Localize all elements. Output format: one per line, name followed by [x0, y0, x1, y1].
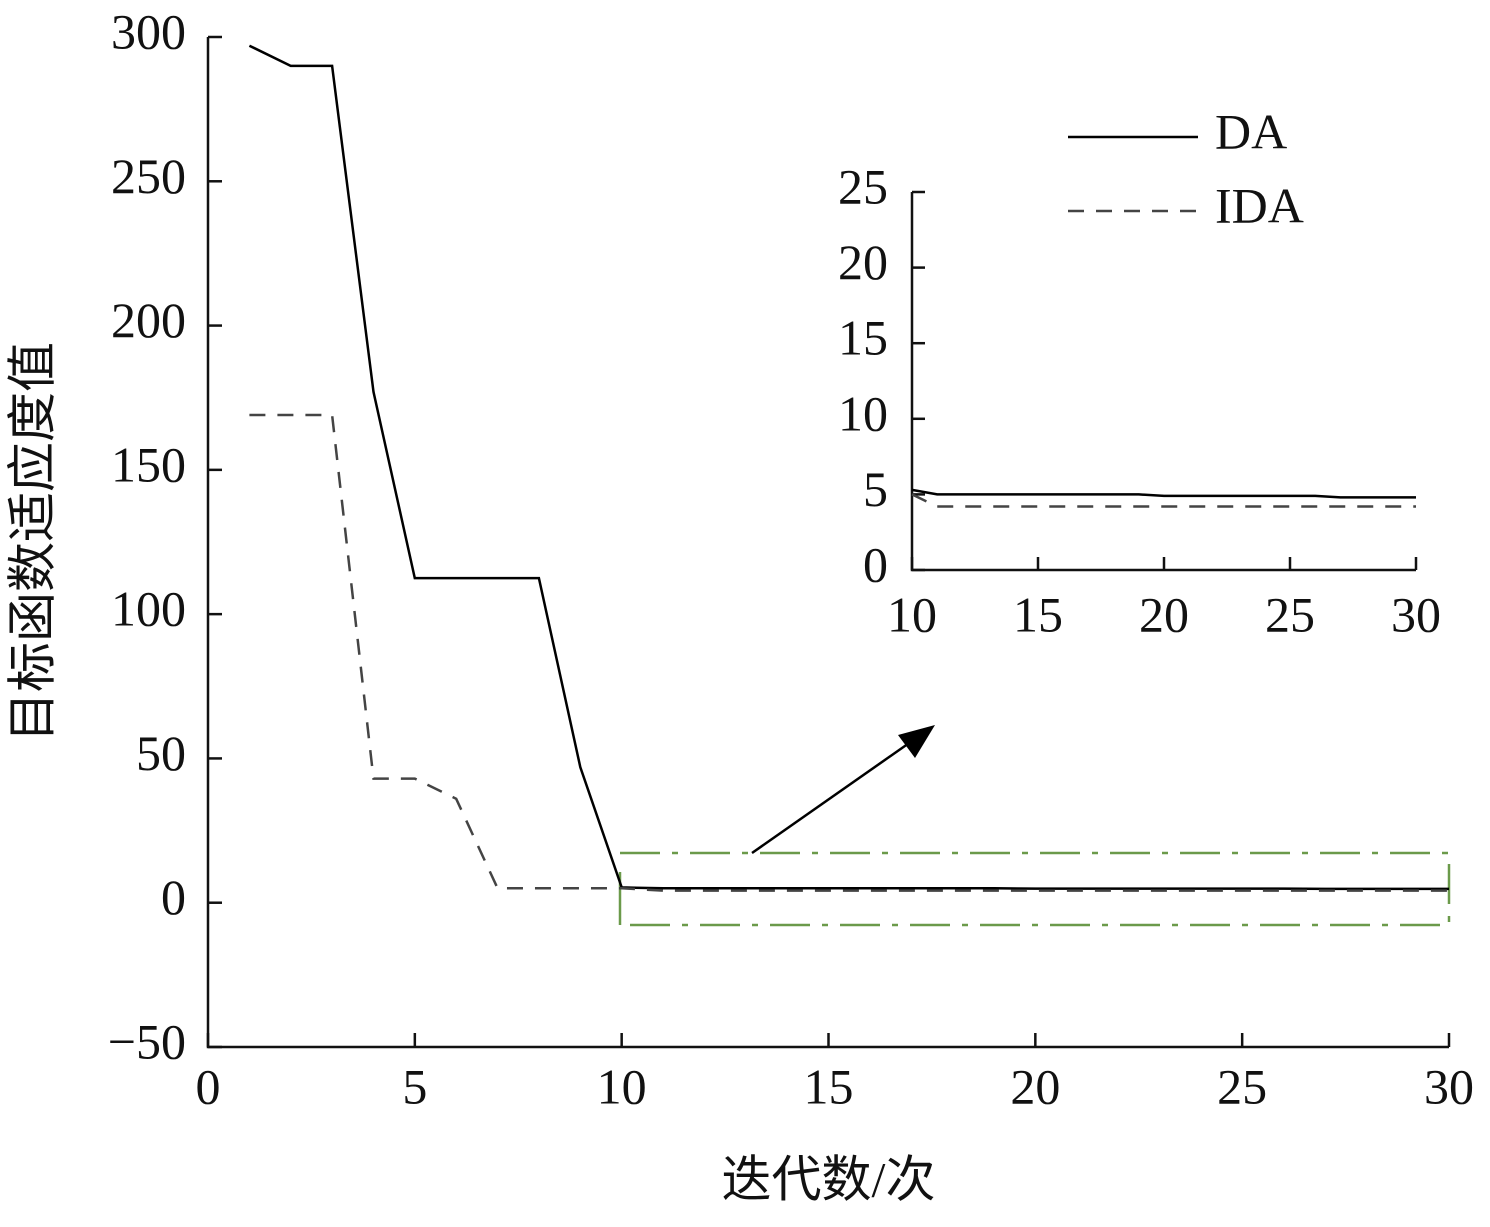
axes [910, 192, 1416, 572]
y-tick-label: −50 [108, 1013, 186, 1069]
y-tick-label: 0 [863, 536, 888, 592]
y-tick-label: 100 [111, 581, 186, 637]
x-tick-label: 0 [196, 1058, 221, 1114]
zoom-arrow [751, 725, 935, 855]
y-tick-label: 10 [838, 385, 888, 441]
arrow-head [898, 725, 935, 758]
legend-label: IDA [1215, 177, 1304, 233]
x-tick-label: 25 [1217, 1058, 1267, 1114]
series-line [248, 44, 1449, 891]
x-tick-label: 15 [804, 1058, 854, 1114]
x-tick-label: 20 [1139, 586, 1189, 642]
y-tick-label: 300 [111, 3, 186, 59]
x-axis-label: 迭代数/次 [722, 1151, 936, 1207]
x-tick-label: 25 [1265, 586, 1315, 642]
x-tick-label: 30 [1424, 1058, 1474, 1114]
series-line [249, 413, 1449, 892]
y-tick-label: 5 [863, 461, 888, 517]
x-tick-label: 10 [597, 1058, 647, 1114]
series-line [911, 493, 1416, 508]
y-tick-label: 0 [161, 869, 186, 925]
y-tick-label: 200 [111, 292, 186, 348]
x-tick-label: 30 [1391, 586, 1441, 642]
y-tick-label: 50 [136, 725, 186, 781]
x-tick-label: 15 [1013, 586, 1063, 642]
y-tick-label: 150 [111, 436, 186, 492]
x-tick-label: 20 [1010, 1058, 1060, 1114]
y-axis-label: 目标函数适应度值 [4, 342, 60, 742]
arrow-line [751, 739, 913, 855]
y-tick-label: 20 [838, 234, 888, 290]
y-tick-label: 250 [111, 148, 186, 204]
x-tick-label: 10 [887, 586, 937, 642]
x-tick-label: 5 [402, 1058, 427, 1114]
series-line [911, 488, 1416, 499]
legend-label: DA [1215, 103, 1287, 159]
y-tick-label: 25 [838, 158, 888, 214]
y-tick-label: 15 [838, 310, 888, 366]
